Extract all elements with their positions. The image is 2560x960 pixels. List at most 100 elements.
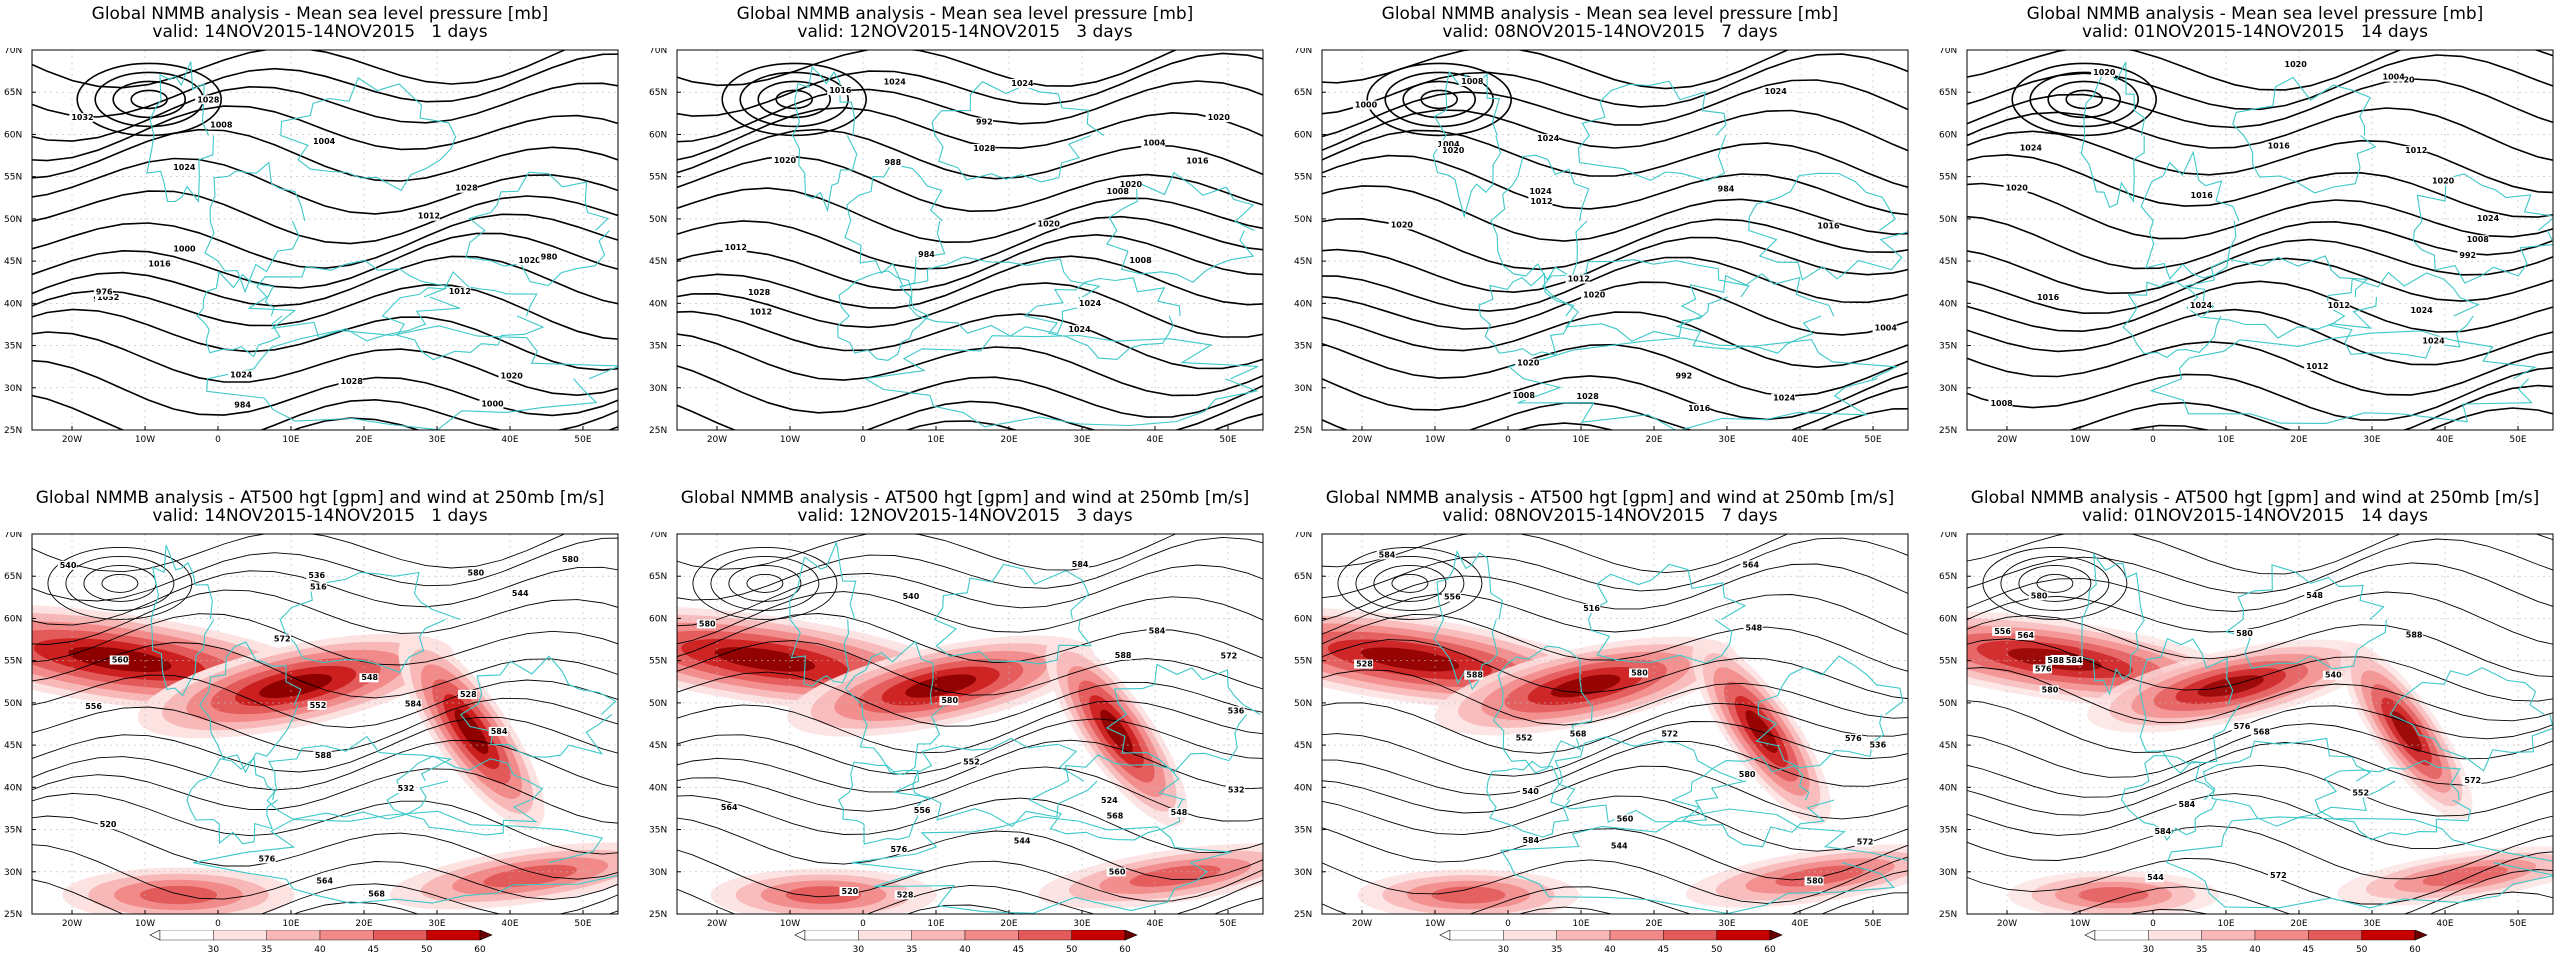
contour-label: 536 (1869, 741, 1886, 750)
map-svg: 992 988 984 1004 1008 1012 1016 1020 1024 1028 102… (649, 48, 1264, 445)
contour-label: 1024 (1079, 299, 1102, 308)
latitude-tick-label: 45N (1939, 257, 1957, 267)
latitude-tick-label: 60N (1294, 614, 1312, 624)
panel-title: Global NMMB analysis - AT500 hgt [gpm] a… (35, 488, 605, 508)
contour-label: 536 (308, 571, 325, 580)
colorbar-tick-label: 40 (314, 945, 326, 955)
contour-label: 528 (897, 890, 914, 899)
longitude-tick-label: 0 (1505, 919, 1511, 929)
contour-label: 552 (2352, 789, 2369, 798)
contour-label: 520 (100, 820, 117, 829)
contour-label: 540 (60, 561, 77, 570)
contour-label: 572 (1221, 651, 1238, 660)
contour-label: 988 (884, 158, 901, 167)
panel-valid-period: valid: 14NOV2015-14NOV2015 1 days (152, 506, 488, 526)
contour-label: 1024 (2190, 301, 2213, 310)
contour-label: 992 (1676, 372, 1693, 381)
contour-label: 1012 (2328, 301, 2350, 310)
contour-label: 1028 (1577, 392, 1600, 401)
longitude-ticks: 20W 10W 0 10E 20E 30E 40E 50E (62, 910, 592, 929)
latitude-tick-label: 35N (1294, 826, 1312, 836)
contour-label: 1016 (1688, 404, 1711, 413)
longitude-tick-label: 50E (1864, 435, 1881, 445)
longitude-ticks: 20W 10W 0 10E 20E 30E 40E 50E (1997, 426, 2527, 445)
latitude-ticks: 70N 65N 60N 55N 50N 45N 40N 35N 30N 25N (649, 48, 681, 436)
latitude-tick-label: 35N (1939, 342, 1957, 352)
latitude-tick-label: 40N (649, 299, 667, 309)
contour-label: 568 (2253, 727, 2270, 736)
longitude-tick-label: 50E (1219, 919, 1236, 929)
contour-label: 980 (541, 253, 558, 262)
contour-lines (677, 50, 1263, 430)
colorbar-tick-label: 45 (1658, 945, 1669, 955)
contour-label: 536 (1228, 706, 1245, 715)
contour-label: 1024 (230, 371, 253, 380)
longitude-ticks: 20W 10W 0 10E 20E 30E 40E 50E (62, 426, 592, 445)
latitude-tick-label: 45N (649, 257, 667, 267)
contour-label: 584 (491, 727, 508, 736)
longitude-tick-label: 10W (135, 919, 155, 929)
colorbar-tick-label: 50 (1066, 945, 1078, 955)
longitude-ticks: 20W 10W 0 10E 20E 30E 40E 50E (1352, 426, 1882, 445)
contour-label: 1020 (2093, 68, 2116, 77)
contour-label: 528 (460, 690, 477, 699)
contour-label: 576 (259, 854, 276, 863)
colorbar-tick-label: 60 (1764, 945, 1776, 955)
latitude-ticks: 70N 65N 60N 55N 50N 45N 40N 35N 30N 25N (1294, 48, 1326, 436)
panel-valid-period: valid: 01NOV2015-14NOV2015 14 days (2081, 22, 2428, 42)
longitude-tick-label: 40E (2436, 919, 2453, 929)
contour-label: 1024 (2422, 337, 2445, 346)
contour-label: 580 (941, 696, 958, 705)
contour-label: 1008 (1990, 399, 2013, 408)
colorbar-tick-label: 45 (2303, 945, 2314, 955)
contour-label: 1008 (1107, 187, 1130, 196)
latitude-tick-label: 30N (649, 384, 667, 394)
contour-label: 516 (1583, 604, 1600, 613)
colorbar-tick-label: 35 (2196, 945, 2207, 955)
latitude-tick-label: 50N (1939, 215, 1957, 225)
longitude-tick-label: 40E (501, 919, 518, 929)
panel-title: Global NMMB analysis - Mean sea level pr… (2026, 4, 2484, 24)
contour-label: 1020 (2006, 184, 2029, 193)
longitude-tick-label: 10W (1425, 435, 1445, 445)
contour-label: 984 (1718, 184, 1735, 193)
contour-label: 1020 (1120, 180, 1143, 189)
longitude-tick-label: 40E (501, 435, 518, 445)
longitude-tick-label: 20W (62, 435, 82, 445)
contour-label: 564 (1742, 560, 1759, 569)
colorbar-tick-label: 60 (2409, 945, 2421, 955)
latitude-tick-label: 35N (649, 342, 667, 352)
contour-label: 584 (1379, 550, 1396, 559)
contour-label: 524 (1101, 796, 1118, 805)
contour-label: 1020 (518, 256, 541, 265)
contour-label: 564 (2017, 631, 2034, 640)
longitude-tick-label: 20E (1000, 435, 1017, 445)
contour-label: 544 (512, 589, 529, 598)
contour-lines (1967, 50, 2553, 430)
contour-label: 548 (361, 673, 378, 682)
contour-label: 1024 (1068, 325, 1091, 334)
contour-label: 564 (316, 876, 333, 885)
contour-label: 584 (1072, 560, 1089, 569)
contour-label: 556 (85, 702, 102, 711)
latitude-tick-label: 60N (649, 614, 667, 624)
contour-label: 1012 (2306, 362, 2328, 371)
coastlines (146, 61, 618, 430)
longitude-tick-label: 20W (707, 435, 727, 445)
latitude-tick-label: 40N (4, 299, 22, 309)
panel-valid-period: valid: 12NOV2015-14NOV2015 3 days (797, 506, 1133, 526)
latitude-tick-label: 65N (4, 88, 22, 98)
contour-label: 1020 (1583, 291, 1606, 300)
contour-label: 1020 (1208, 113, 1231, 122)
longitude-tick-label: 30E (1718, 435, 1735, 445)
contour-labels: 5405445485525565605645685725765805845885… (1992, 591, 2482, 883)
longitude-tick-label: 20W (1997, 435, 2017, 445)
coastlines (2081, 552, 2553, 909)
contour-label: 580 (562, 555, 579, 564)
latitude-tick-label: 65N (1939, 88, 1957, 98)
longitude-tick-label: 40E (1791, 919, 1808, 929)
contour-label: 1012 (418, 212, 440, 221)
contour-label: 580 (2236, 629, 2253, 638)
latitude-tick-label: 35N (649, 826, 667, 836)
longitude-tick-label: 50E (574, 435, 591, 445)
